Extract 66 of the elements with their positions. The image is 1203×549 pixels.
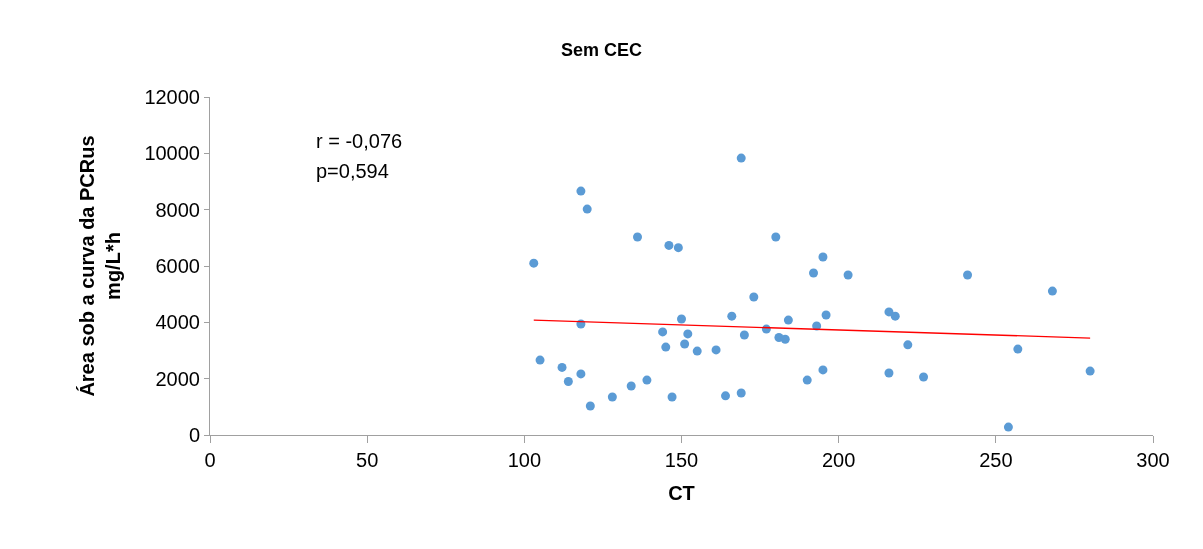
point	[632, 232, 642, 242]
point	[576, 186, 586, 196]
point	[692, 346, 702, 356]
y-tick-label: 8000	[155, 198, 200, 221]
point	[677, 314, 686, 324]
point	[727, 311, 737, 321]
point	[843, 270, 853, 280]
annotation: p=0,594	[316, 160, 389, 182]
point	[576, 369, 586, 379]
y-tick-label: 0	[188, 424, 200, 446]
y-tick-label: 12000	[144, 86, 200, 108]
point	[585, 401, 595, 411]
point	[771, 232, 781, 242]
point	[736, 153, 746, 163]
point	[607, 392, 617, 402]
annotation: r = -0,076	[316, 130, 403, 152]
point	[884, 368, 894, 378]
y-tick-label: 2000	[155, 367, 200, 390]
point	[903, 340, 913, 350]
x-axis-title: CT	[668, 481, 695, 504]
point	[749, 292, 759, 302]
point	[1047, 286, 1057, 296]
x-tick-label: 250	[979, 449, 1013, 471]
point	[582, 204, 592, 214]
y-tick-label: 6000	[155, 255, 200, 277]
x-tick-label: 100	[507, 449, 542, 471]
point	[680, 339, 690, 349]
y-tick-label: 10000	[144, 142, 200, 165]
point	[626, 381, 636, 391]
point	[711, 345, 721, 355]
point	[821, 310, 831, 320]
x-tick-label: 300	[1136, 449, 1170, 471]
point	[683, 329, 693, 339]
point	[736, 388, 746, 398]
point	[818, 252, 828, 262]
point	[667, 392, 677, 402]
point	[1003, 422, 1013, 432]
point	[529, 258, 539, 268]
point	[739, 330, 749, 340]
y-axis-title: Área sob a curva da PCRus mg/L*h	[75, 135, 124, 397]
y-tick-label: 4000	[155, 311, 200, 334]
point	[809, 268, 819, 278]
x-tick-label: 150	[664, 449, 699, 471]
point	[557, 362, 567, 372]
chart-title: Sem CEC	[560, 39, 643, 60]
x-tick-label: 200	[821, 449, 856, 471]
point	[673, 243, 683, 253]
point	[783, 315, 793, 325]
point	[664, 240, 674, 250]
point	[661, 342, 671, 352]
point	[963, 270, 973, 280]
point	[721, 391, 731, 401]
point	[890, 311, 900, 321]
point	[1013, 344, 1023, 354]
x-tick-label: 50	[356, 449, 379, 471]
point	[658, 327, 668, 337]
point	[563, 376, 573, 386]
point	[919, 372, 929, 382]
point	[818, 365, 828, 375]
point	[535, 355, 545, 365]
point	[884, 307, 894, 317]
point	[1085, 366, 1095, 376]
point	[642, 375, 652, 385]
x-tick-label: 0	[204, 449, 216, 471]
point	[780, 334, 790, 344]
point	[802, 375, 812, 385]
